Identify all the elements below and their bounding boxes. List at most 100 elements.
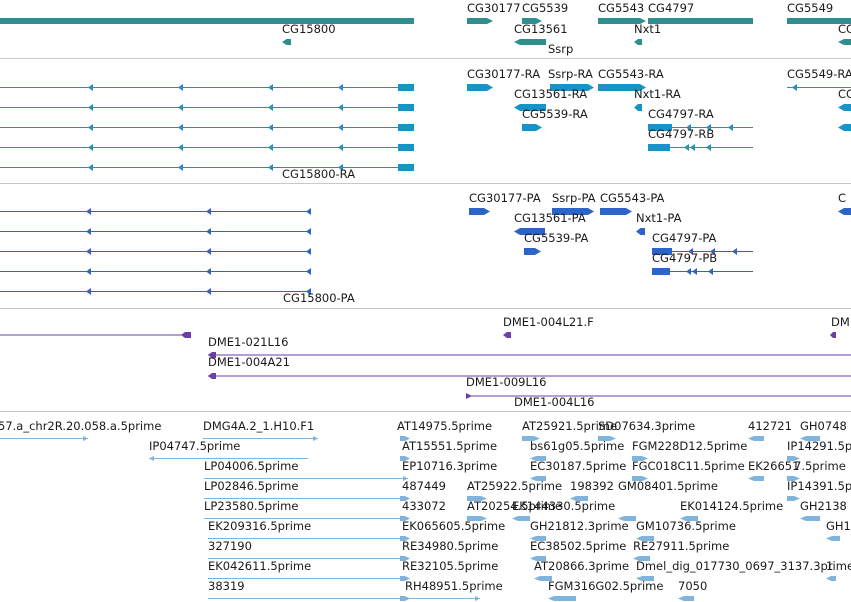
- feature-label[interactable]: Dmel_dig_017730_0697_3137.3prime: [636, 559, 851, 573]
- feature-label[interactable]: Nxt1-RA: [634, 87, 681, 101]
- feature-gh0748[interactable]: [800, 436, 820, 441]
- feature-cg5539-ra[interactable]: [522, 124, 542, 131]
- feature-label[interactable]: CG5543-PA: [600, 191, 665, 205]
- feature-re27911-5prime[interactable]: [633, 556, 650, 561]
- feature-label[interactable]: IP14291.5p: [787, 439, 851, 453]
- feature-cg5539[interactable]: [522, 18, 542, 24]
- feature-cg5549[interactable]: [787, 18, 851, 24]
- feature-label[interactable]: FGM228D12.5prime: [632, 439, 748, 453]
- feature-dme1-004l21-f[interactable]: [503, 332, 511, 338]
- feature-label[interactable]: CG30177-RA: [467, 67, 541, 81]
- feature-gh21812-3prime[interactable]: [530, 536, 546, 541]
- feature-fgm228d12-5prime[interactable]: [632, 456, 648, 461]
- feature-label[interactable]: CG13561-PA: [514, 211, 586, 225]
- feature-clones-0[interactable]: [0, 332, 191, 338]
- feature-label[interactable]: AT20866.3prime: [534, 559, 630, 573]
- feature-label[interactable]: 412721: [748, 419, 792, 433]
- feature-label[interactable]: GM08401.5prime: [618, 479, 718, 493]
- feature-label[interactable]: AT25921.5prime: [522, 419, 618, 433]
- feature-label[interactable]: RE32105.5prime: [402, 559, 499, 573]
- feature-dmel-dig-017730-0697-3137-3prime[interactable]: [636, 576, 654, 581]
- feature-gh2138[interactable]: [800, 516, 820, 521]
- feature-cg30177-pa[interactable]: [469, 208, 490, 215]
- feature-cg13561[interactable]: [514, 39, 546, 45]
- feature-re34980-5prime[interactable]: [400, 576, 410, 581]
- feature-at14975-5prime[interactable]: [400, 436, 410, 441]
- feature-ssrp-pa[interactable]: [552, 208, 594, 215]
- feature-label[interactable]: EK209316.5prime: [208, 519, 312, 533]
- feature-ek014124-5prime[interactable]: [680, 516, 698, 521]
- feature-fgm316g02-5prime[interactable]: [548, 596, 576, 601]
- feature-label[interactable]: bs61g05.5prime: [530, 439, 625, 453]
- feature-at15551-5prime[interactable]: [400, 456, 410, 461]
- feature-label[interactable]: Ssrp-PA: [552, 191, 596, 205]
- feature-label[interactable]: 57.a_chr2R.20.058.a.5prime: [0, 419, 162, 433]
- feature-genes-0[interactable]: [0, 18, 414, 24]
- feature-cg4797-pb[interactable]: [652, 268, 753, 275]
- feature-at20254-5prime[interactable]: [467, 516, 487, 521]
- feature-fgc018c11-5prime[interactable]: [632, 476, 648, 481]
- feature-label[interactable]: EK042611.5prime: [208, 559, 312, 573]
- feature-cg4797-rb[interactable]: [648, 144, 753, 151]
- feature-label[interactable]: 7050: [678, 579, 708, 593]
- feature-label[interactable]: Ssrp-RA: [548, 67, 593, 81]
- feature-7050[interactable]: [678, 596, 694, 601]
- feature-label[interactable]: EK065605.5prime: [402, 519, 506, 533]
- feature-label[interactable]: Nxt1: [634, 22, 662, 36]
- feature-cg5549-ra[interactable]: [787, 84, 851, 91]
- feature-cg5543[interactable]: [598, 18, 646, 24]
- feature-label[interactable]: CG4797: [648, 1, 695, 15]
- feature-label[interactable]: CG13561-RA: [514, 87, 588, 101]
- feature-transcripts-4[interactable]: [0, 164, 414, 171]
- feature-dme1-021l16[interactable]: [208, 352, 851, 358]
- feature-label[interactable]: EC38502.5prime: [530, 539, 627, 553]
- feature-label[interactable]: C: [838, 191, 847, 205]
- feature-cg5543-ra[interactable]: [598, 84, 646, 91]
- feature-cg4797[interactable]: [648, 18, 753, 24]
- feature-cg5543-pa[interactable]: [600, 208, 632, 215]
- feature-transcripts-0[interactable]: [0, 84, 414, 91]
- feature-label[interactable]: CG: [838, 22, 851, 36]
- feature-label[interactable]: EP10716.3prime: [402, 459, 498, 473]
- feature-label[interactable]: CG4797-RB: [648, 127, 715, 141]
- feature-cg[interactable]: [838, 39, 851, 45]
- feature-ek065605-5prime[interactable]: [400, 556, 410, 561]
- feature-dme1-009l16[interactable]: [466, 393, 851, 399]
- feature-c[interactable]: [838, 208, 851, 215]
- feature-label[interactable]: CG5543: [598, 1, 645, 15]
- feature-433072[interactable]: [400, 536, 410, 541]
- feature-cg13561-ra[interactable]: [514, 104, 546, 111]
- feature-487449[interactable]: [400, 516, 410, 521]
- feature-cg5539-pa[interactable]: [524, 248, 541, 255]
- feature-label[interactable]: 7.5prime: [794, 459, 846, 473]
- feature-cg[interactable]: [838, 104, 851, 111]
- feature-label[interactable]: CG4797-RA: [648, 107, 714, 121]
- feature-proteins-0[interactable]: [0, 208, 311, 215]
- feature-label[interactable]: FGM316G02.5prime: [548, 579, 664, 593]
- feature-nxt1-ra[interactable]: [634, 104, 642, 111]
- feature-label[interactable]: Nxt1-PA: [636, 211, 682, 225]
- feature-cg13561-pa[interactable]: [514, 228, 545, 235]
- feature-label[interactable]: CG15800-PA: [283, 291, 355, 305]
- feature-label[interactable]: EK144330.5prime: [512, 499, 616, 513]
- feature-sd07634-3prime[interactable]: [598, 436, 616, 441]
- feature-label[interactable]: EK014124.5prime: [680, 499, 784, 513]
- feature-198392[interactable]: [570, 496, 588, 501]
- feature-label[interactable]: DM: [831, 315, 850, 329]
- feature-label[interactable]: DME1-004L16: [514, 395, 595, 409]
- feature-ip14391-5p[interactable]: [787, 496, 800, 501]
- feature-7-5prime[interactable]: [787, 476, 800, 481]
- feature-label[interactable]: IP14391.5p: [787, 479, 851, 493]
- feature-label[interactable]: DME1-004L21.F: [503, 315, 594, 329]
- feature-label[interactable]: DME1-004A21: [208, 355, 290, 369]
- feature-at20866-3prime[interactable]: [534, 576, 552, 581]
- feature-label[interactable]: CG5539-PA: [524, 231, 589, 245]
- feature-label[interactable]: GH0748: [800, 419, 847, 433]
- feature-ec30187-5prime[interactable]: [530, 476, 546, 481]
- feature-38319[interactable]: [208, 596, 408, 601]
- feature-lp04006-5prime[interactable]: [204, 476, 408, 481]
- feature-label[interactable]: 1: [826, 559, 834, 573]
- feature-label[interactable]: 327190: [208, 539, 252, 553]
- feature-label[interactable]: AT15551.5prime: [402, 439, 498, 453]
- feature-label[interactable]: SD07634.3prime: [598, 419, 696, 433]
